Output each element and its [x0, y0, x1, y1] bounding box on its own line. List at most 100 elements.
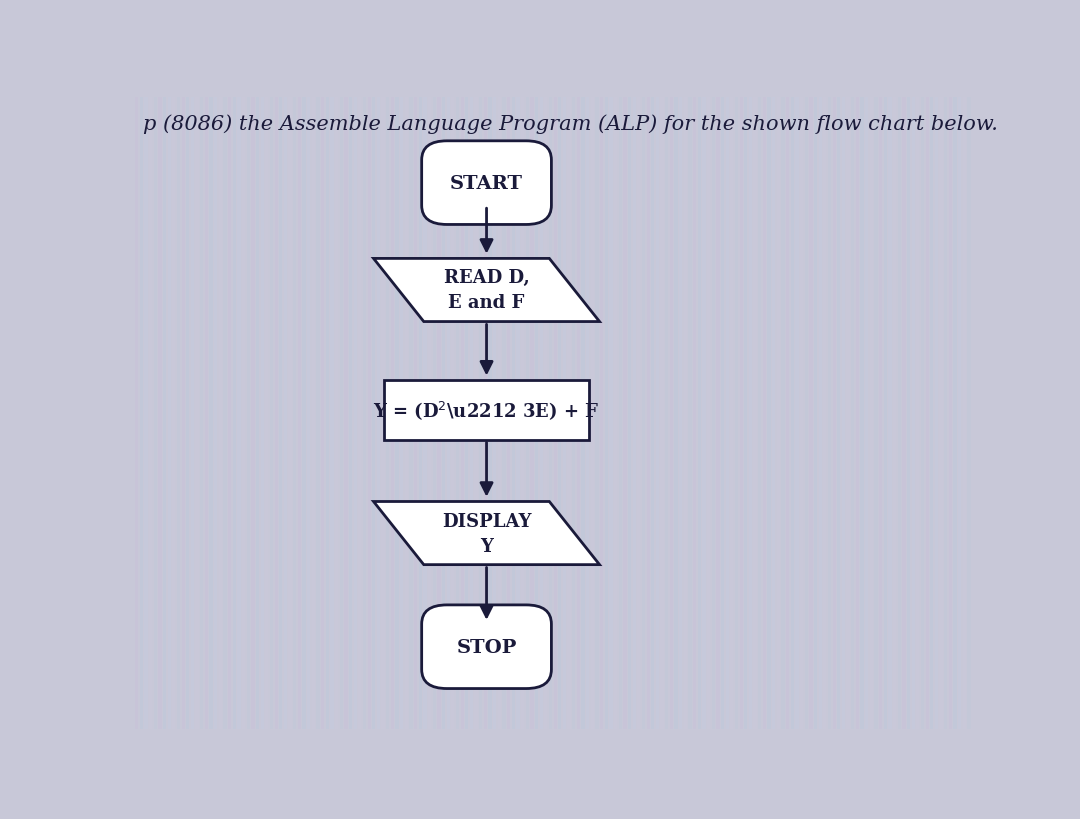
- Bar: [716, 98, 719, 729]
- Bar: [465, 98, 469, 729]
- Bar: [153, 98, 157, 729]
- Bar: [627, 98, 631, 729]
- Bar: [316, 98, 320, 729]
- FancyBboxPatch shape: [421, 142, 552, 225]
- Bar: [205, 98, 208, 729]
- Bar: [656, 98, 659, 729]
- Bar: [948, 98, 951, 729]
- Bar: [256, 98, 259, 729]
- Bar: [679, 98, 683, 729]
- Bar: [298, 98, 301, 729]
- Bar: [163, 98, 166, 729]
- Bar: [968, 98, 971, 729]
- Bar: [651, 98, 654, 729]
- Bar: [893, 98, 896, 729]
- Bar: [232, 98, 235, 729]
- Bar: [326, 98, 329, 729]
- Bar: [707, 98, 711, 729]
- Bar: [800, 98, 804, 729]
- Bar: [274, 98, 278, 729]
- Bar: [577, 98, 580, 729]
- Bar: [460, 98, 463, 729]
- Bar: [740, 98, 743, 729]
- Bar: [167, 98, 171, 729]
- Bar: [702, 98, 705, 729]
- Bar: [958, 98, 961, 729]
- Bar: [688, 98, 691, 729]
- Bar: [433, 98, 436, 729]
- Bar: [302, 98, 306, 729]
- Bar: [246, 98, 249, 729]
- Bar: [480, 98, 483, 729]
- Bar: [359, 98, 362, 729]
- Bar: [270, 98, 273, 729]
- Bar: [823, 98, 826, 729]
- Bar: [809, 98, 812, 729]
- Bar: [623, 98, 626, 729]
- Bar: [367, 98, 370, 729]
- Bar: [214, 98, 217, 729]
- Bar: [944, 98, 947, 729]
- Bar: [423, 98, 427, 729]
- Bar: [855, 98, 859, 729]
- Bar: [786, 98, 789, 729]
- Bar: [814, 98, 818, 729]
- Bar: [242, 98, 245, 729]
- Bar: [228, 98, 231, 729]
- Bar: [869, 98, 873, 729]
- Bar: [554, 98, 557, 729]
- Bar: [935, 98, 939, 729]
- Bar: [647, 98, 650, 729]
- Bar: [875, 98, 878, 729]
- Bar: [507, 98, 510, 729]
- Bar: [384, 381, 589, 441]
- Bar: [744, 98, 747, 729]
- Bar: [567, 98, 570, 729]
- Bar: [758, 98, 761, 729]
- Bar: [633, 98, 636, 729]
- Bar: [181, 98, 185, 729]
- Bar: [865, 98, 868, 729]
- Bar: [544, 98, 548, 729]
- Bar: [159, 98, 162, 729]
- Bar: [381, 98, 384, 729]
- Bar: [409, 98, 413, 729]
- Bar: [484, 98, 487, 729]
- Bar: [210, 98, 213, 729]
- Bar: [674, 98, 677, 729]
- Text: DISPLAY
Y: DISPLAY Y: [442, 512, 531, 555]
- Bar: [530, 98, 534, 729]
- Bar: [907, 98, 910, 729]
- Bar: [762, 98, 766, 729]
- Bar: [521, 98, 524, 729]
- Bar: [605, 98, 608, 729]
- Bar: [828, 98, 832, 729]
- Bar: [926, 98, 929, 729]
- Bar: [940, 98, 943, 729]
- Bar: [149, 98, 152, 729]
- Bar: [363, 98, 366, 729]
- Bar: [613, 98, 617, 729]
- Bar: [260, 98, 264, 729]
- Bar: [339, 98, 342, 729]
- Text: STOP: STOP: [457, 638, 516, 656]
- Bar: [642, 98, 645, 729]
- Bar: [748, 98, 752, 729]
- Bar: [395, 98, 399, 729]
- Bar: [889, 98, 892, 729]
- Bar: [419, 98, 422, 729]
- Bar: [349, 98, 352, 729]
- Bar: [279, 98, 282, 729]
- Bar: [437, 98, 441, 729]
- Bar: [819, 98, 822, 729]
- Bar: [954, 98, 957, 729]
- Bar: [549, 98, 552, 729]
- Bar: [218, 98, 222, 729]
- Bar: [353, 98, 356, 729]
- Text: Y = (D$^{2}$\u2212 3E) + F: Y = (D$^{2}$\u2212 3E) + F: [374, 399, 599, 422]
- Bar: [266, 98, 269, 729]
- Bar: [238, 98, 241, 729]
- Bar: [879, 98, 882, 729]
- Bar: [698, 98, 701, 729]
- Bar: [516, 98, 519, 729]
